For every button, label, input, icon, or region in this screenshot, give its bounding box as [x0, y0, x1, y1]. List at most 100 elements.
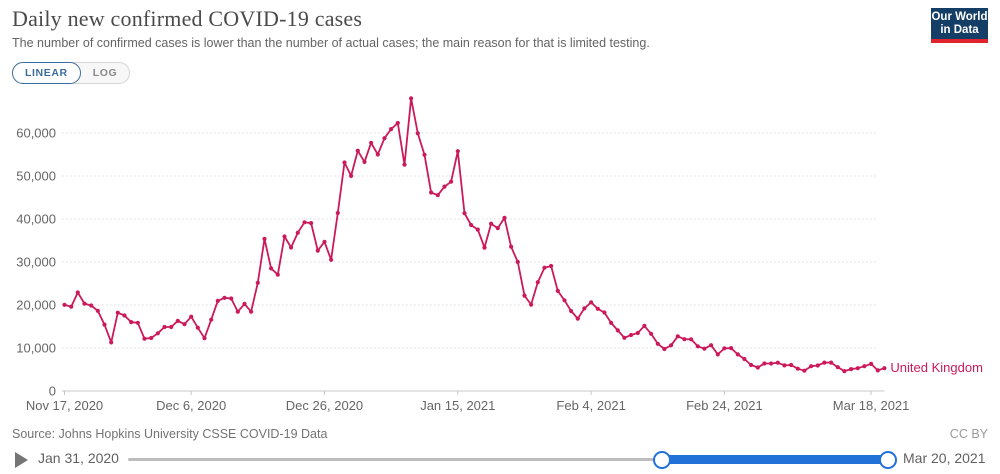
data-point[interactable]: [395, 120, 400, 126]
data-point[interactable]: [815, 363, 820, 368]
data-point[interactable]: [102, 322, 107, 327]
data-point[interactable]: [789, 362, 794, 368]
play-icon[interactable]: [15, 452, 28, 468]
data-point[interactable]: [349, 173, 354, 178]
data-point[interactable]: [709, 343, 714, 348]
data-point[interactable]: [435, 193, 440, 198]
data-point[interactable]: [529, 302, 534, 307]
data-point[interactable]: [122, 313, 127, 318]
license-link[interactable]: CC BY: [949, 427, 988, 441]
data-point[interactable]: [289, 245, 294, 250]
data-point[interactable]: [755, 365, 760, 370]
data-point[interactable]: [855, 366, 860, 371]
linear-button[interactable]: LINEAR: [12, 62, 81, 84]
data-point[interactable]: [82, 301, 87, 306]
data-point[interactable]: [422, 152, 427, 157]
data-point[interactable]: [582, 306, 587, 311]
data-point[interactable]: [389, 127, 394, 132]
data-point[interactable]: [369, 140, 374, 145]
data-point[interactable]: [762, 361, 767, 366]
data-point[interactable]: [595, 306, 600, 311]
data-point[interactable]: [675, 334, 680, 339]
data-point[interactable]: [622, 335, 627, 340]
data-point[interactable]: [142, 336, 147, 341]
data-point[interactable]: [489, 221, 494, 226]
data-point[interactable]: [629, 332, 634, 338]
data-point[interactable]: [682, 337, 687, 342]
data-point[interactable]: [242, 301, 247, 306]
data-point[interactable]: [62, 302, 67, 307]
data-point[interactable]: [355, 148, 360, 153]
data-point[interactable]: [875, 368, 880, 373]
data-point[interactable]: [362, 159, 367, 164]
timeline-slider-track[interactable]: [128, 445, 897, 474]
data-point[interactable]: [569, 308, 574, 314]
data-point[interactable]: [375, 152, 380, 157]
data-point[interactable]: [822, 360, 827, 365]
data-point[interactable]: [555, 288, 560, 293]
data-point[interactable]: [109, 340, 114, 345]
data-point[interactable]: [69, 304, 74, 309]
timeline-start-handle[interactable]: [653, 450, 672, 469]
data-point[interactable]: [769, 361, 774, 366]
data-point[interactable]: [235, 309, 240, 314]
data-point[interactable]: [469, 222, 474, 228]
data-point[interactable]: [702, 346, 707, 351]
data-point[interactable]: [449, 179, 454, 184]
data-point[interactable]: [729, 346, 734, 351]
data-point[interactable]: [602, 310, 607, 315]
data-point[interactable]: [589, 300, 594, 305]
data-point[interactable]: [202, 336, 207, 341]
data-point[interactable]: [689, 337, 694, 342]
data-point[interactable]: [575, 316, 580, 321]
data-point[interactable]: [129, 320, 134, 325]
data-point[interactable]: [869, 361, 874, 366]
data-point[interactable]: [542, 265, 547, 270]
data-point[interactable]: [269, 266, 274, 271]
line-series-united-kingdom[interactable]: [63, 97, 886, 373]
data-point[interactable]: [715, 352, 720, 357]
data-point[interactable]: [302, 220, 307, 225]
timeline-end-handle[interactable]: [879, 450, 897, 469]
data-point[interactable]: [722, 346, 727, 351]
data-point[interactable]: [835, 365, 840, 370]
data-point[interactable]: [155, 331, 160, 336]
owid-logo[interactable]: Our World in Data: [931, 8, 988, 43]
data-point[interactable]: [829, 360, 834, 365]
chart-canvas[interactable]: 0 10,000 20,000 30,000 40,000 50,000 60,000 Nov…: [0, 0, 1000, 444]
data-point[interactable]: [315, 248, 320, 253]
data-point[interactable]: [642, 323, 647, 328]
timeline-selected-range[interactable]: [662, 455, 888, 464]
data-point[interactable]: [809, 364, 814, 369]
data-point[interactable]: [522, 293, 527, 298]
data-point[interactable]: [742, 356, 747, 362]
data-point[interactable]: [415, 131, 420, 136]
data-point[interactable]: [115, 310, 120, 315]
data-point[interactable]: [255, 280, 260, 285]
data-point[interactable]: [635, 330, 640, 336]
data-point[interactable]: [402, 162, 407, 167]
data-point[interactable]: [842, 369, 847, 374]
data-point[interactable]: [669, 343, 674, 348]
data-point[interactable]: [795, 366, 800, 371]
data-point[interactable]: [849, 367, 854, 372]
data-point[interactable]: [335, 210, 340, 216]
data-point[interactable]: [222, 295, 227, 300]
data-point[interactable]: [549, 263, 554, 269]
data-point[interactable]: [649, 331, 654, 336]
data-point[interactable]: [342, 160, 347, 165]
data-point[interactable]: [182, 322, 187, 327]
data-point[interactable]: [209, 317, 214, 322]
data-point[interactable]: [609, 320, 614, 325]
data-point[interactable]: [282, 234, 287, 239]
data-point[interactable]: [509, 244, 514, 249]
data-point[interactable]: [189, 314, 194, 319]
data-point[interactable]: [262, 236, 267, 241]
data-point[interactable]: [455, 149, 460, 154]
data-point[interactable]: [615, 328, 620, 333]
data-point[interactable]: [735, 352, 740, 357]
data-point[interactable]: [249, 309, 254, 314]
data-point[interactable]: [495, 226, 500, 231]
data-point[interactable]: [329, 257, 334, 262]
data-point[interactable]: [749, 362, 754, 368]
